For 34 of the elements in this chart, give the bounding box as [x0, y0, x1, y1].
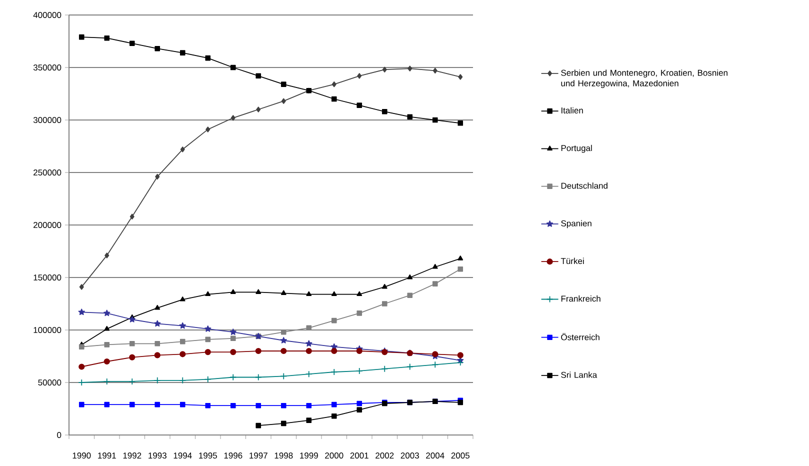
x-tick-label: 2005	[451, 452, 470, 459]
legend-label: Serbien und Montenegro, Kroatien, Bosnien und Herzegowina, Mazedonien	[561, 70, 728, 88]
y-tick-label: 50000	[38, 379, 62, 386]
y-tick-label: 300000	[33, 116, 62, 124]
legend-label: Frankreich	[561, 295, 600, 302]
x-tick-label: 1993	[148, 452, 166, 459]
x-tick-label: 1991	[98, 452, 116, 459]
y-tick-label: 400000	[33, 12, 62, 18]
y-tick-label: 200000	[34, 222, 62, 228]
x-tick-label: 2004	[426, 452, 444, 459]
x-tick-label: 2003	[400, 452, 419, 459]
x-tick-label: 1995	[199, 452, 217, 459]
x-tick-label: 1999	[300, 452, 318, 459]
legend-label: Türkei	[560, 258, 584, 264]
legend-label: Italien	[562, 107, 583, 114]
x-tick-label: 2002	[376, 452, 394, 459]
x-tick-label: 2001	[350, 452, 368, 459]
x-tick-label: 1990	[72, 452, 91, 459]
x-tick-label: 2000	[325, 452, 344, 459]
x-tick-label: 1997	[250, 452, 268, 459]
legend-label: Sri Lanka	[561, 372, 598, 378]
y-tick-label: 100000	[34, 326, 62, 334]
x-tick-label: 1994	[174, 452, 192, 459]
y-tick-label: 250000	[34, 169, 62, 176]
x-tick-label: 1992	[123, 452, 142, 459]
legend-label: Österreich	[561, 333, 600, 340]
legend-label: Deutschland	[561, 182, 608, 189]
x-tick-label: 1996	[224, 452, 242, 459]
legend-label: Spanien	[561, 220, 592, 228]
legend-label: Portugal	[561, 144, 592, 153]
x-tick-label: 1998	[274, 452, 293, 459]
y-tick-label: 0	[57, 432, 62, 438]
y-tick-label: 150000	[34, 274, 62, 281]
y-tick-label: 350000	[33, 64, 62, 71]
